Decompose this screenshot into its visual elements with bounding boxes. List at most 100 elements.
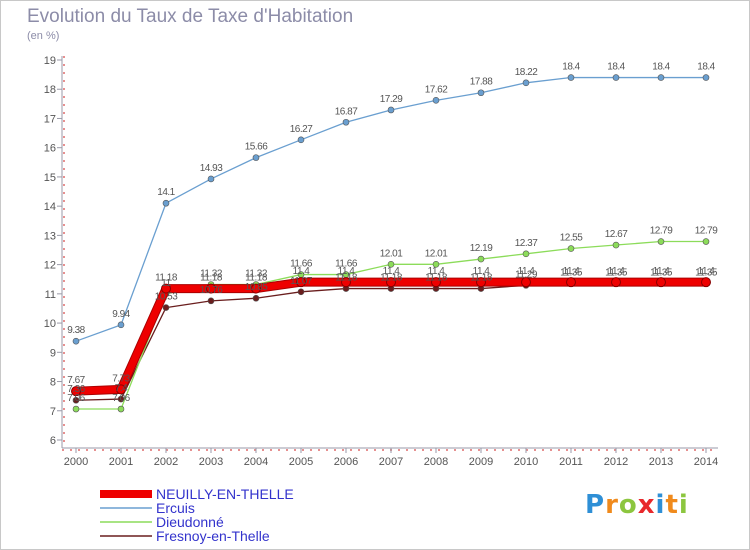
- data-point: [521, 277, 531, 288]
- data-point: [702, 238, 710, 245]
- x-tick-label: 2013: [649, 456, 673, 468]
- data-label: 7.73: [112, 373, 130, 384]
- data-label: 12.79: [650, 226, 673, 237]
- data-point: [72, 337, 80, 345]
- data-point: [207, 175, 215, 183]
- y-tick-label: 8: [50, 377, 56, 389]
- data-label: 11.18: [200, 273, 223, 284]
- data-label: 11.35: [560, 268, 583, 279]
- y-tick-label: 18: [44, 84, 56, 96]
- data-point: [252, 294, 260, 302]
- data-label: 11.66: [290, 259, 313, 270]
- data-label: 11: [161, 278, 171, 289]
- data-point: [432, 261, 440, 268]
- x-tick-label: 2010: [514, 456, 538, 468]
- data-label: 11.4: [608, 266, 626, 277]
- data-point: [341, 277, 351, 288]
- x-tick-label: 2008: [424, 456, 448, 468]
- y-tick-label: 19: [44, 55, 56, 67]
- data-point: [386, 277, 396, 288]
- y-tick-label: 7: [50, 406, 56, 418]
- data-label: 18.4: [607, 62, 625, 73]
- chart-axes: 6 7 8 9 10 11 12 13 14 15 16 17 18 19 2000 2001 2002 2003…: [44, 55, 718, 468]
- data-label: 10.85: [245, 282, 268, 293]
- proxiti-logo: Proxiti: [585, 490, 689, 520]
- data-label: 7.67: [67, 375, 85, 386]
- data-point: [117, 405, 125, 413]
- data-label: 11.18: [155, 273, 178, 284]
- data-label: 14.1: [157, 187, 175, 198]
- data-point: [296, 277, 306, 288]
- x-tick-label: 2012: [604, 456, 628, 468]
- data-point: [342, 118, 350, 126]
- y-tick-label: 17: [44, 113, 56, 125]
- data-label: 7.4: [115, 383, 128, 394]
- y-tick-label: 12: [44, 260, 56, 272]
- data-label: 9.38: [67, 325, 85, 336]
- data-label: 12.01: [425, 248, 448, 259]
- data-point: [656, 277, 666, 288]
- data-label: 11.4: [383, 266, 401, 277]
- data-point: [477, 255, 485, 263]
- data-label: 15.66: [245, 142, 268, 153]
- data-point: [162, 304, 170, 311]
- data-point: [71, 386, 81, 397]
- chart-title: Evolution du Taux de Taxe d'Habitation: [27, 6, 354, 27]
- data-point: [297, 288, 305, 296]
- data-label: 11.18: [245, 273, 268, 284]
- legend-label: Ercuis: [156, 500, 195, 516]
- data-point: [116, 384, 126, 395]
- data-point: [611, 277, 621, 288]
- x-tick-label: 2006: [334, 456, 358, 468]
- y-tick-label: 16: [44, 143, 56, 155]
- data-point: [432, 97, 440, 104]
- data-point: [657, 238, 665, 245]
- y-tick-label: 11: [45, 289, 56, 301]
- data-label: 16.27: [290, 124, 313, 135]
- data-point: [252, 154, 260, 161]
- y-tick-label: 15: [44, 172, 56, 184]
- data-point: [297, 136, 305, 144]
- data-label: 10.53: [155, 292, 178, 303]
- data-label: 7.06: [67, 393, 85, 404]
- chart-subtitle: (en %): [27, 30, 60, 42]
- series-layer: [71, 74, 711, 413]
- x-tick-label: 2000: [64, 456, 88, 468]
- data-point: [72, 396, 80, 404]
- x-tick-label: 2002: [154, 456, 178, 468]
- legend-label: Dieudonné: [156, 514, 224, 530]
- x-tick-label: 2004: [244, 456, 268, 468]
- data-label: 11.07: [290, 276, 313, 287]
- data-point: [477, 89, 485, 97]
- data-label: 11.4: [338, 266, 356, 277]
- data-label: 17.88: [470, 77, 493, 88]
- y-tick-label: 9: [50, 347, 56, 359]
- data-label: 11.4: [563, 266, 581, 277]
- data-label: 17.29: [380, 94, 403, 105]
- data-label: 11.29: [515, 269, 538, 280]
- x-tick-label: 2005: [289, 456, 313, 468]
- data-point: [522, 250, 530, 258]
- data-label: 12.01: [380, 248, 403, 259]
- data-point: [701, 277, 711, 288]
- data-label: 18.22: [515, 67, 538, 78]
- data-label: 17.62: [425, 84, 448, 95]
- data-label: 12.67: [605, 229, 628, 240]
- x-tick-label: 2009: [469, 456, 493, 468]
- y-tick-label: 14: [44, 201, 56, 213]
- data-label: 14.93: [200, 163, 223, 174]
- x-tick-label: 2014: [694, 456, 718, 468]
- data-label: 11.4: [698, 266, 716, 277]
- data-label: 11.32: [245, 268, 268, 279]
- data-label: 12.19: [470, 243, 493, 254]
- data-point: [117, 321, 125, 329]
- data-label: 12.55: [560, 233, 583, 244]
- data-point: [522, 79, 530, 87]
- data-point: [567, 74, 575, 81]
- data-label: 11.18: [470, 273, 493, 284]
- data-point: [612, 241, 620, 249]
- legend-label: Fresnoy-en-Thelle: [156, 528, 270, 544]
- data-label: 18.4: [652, 62, 670, 73]
